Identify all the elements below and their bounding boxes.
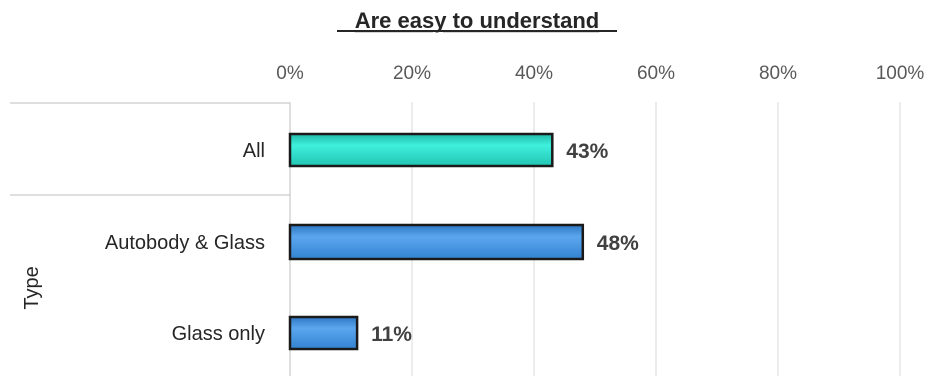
x-tick-label: 40% — [515, 63, 553, 84]
category-label: All — [243, 140, 265, 162]
category-label: Autobody & Glass — [105, 232, 265, 254]
data-label: 48% — [597, 232, 639, 255]
bar — [288, 132, 554, 168]
data-label: 11% — [371, 323, 412, 346]
category-label: Glass only — [172, 323, 265, 345]
x-tick-label: 100% — [876, 63, 925, 84]
bars — [288, 132, 585, 351]
category-labels: All Autobody & Glass Glass only — [105, 140, 265, 345]
data-label: 43% — [566, 140, 608, 163]
bar — [288, 315, 359, 351]
chart-title: Are easy to understand — [355, 8, 600, 33]
x-tick-label: 60% — [637, 63, 675, 84]
x-tick-label: 0% — [276, 63, 304, 84]
y-axis-title: Type — [21, 266, 43, 309]
x-tick-label: 20% — [393, 63, 431, 84]
x-axis-ticks: 0% 20% 40% 60% 80% 100% — [276, 63, 924, 84]
x-tick-label: 80% — [759, 63, 797, 84]
bar — [288, 223, 585, 261]
data-labels: 43% 48% 11% — [371, 140, 639, 346]
